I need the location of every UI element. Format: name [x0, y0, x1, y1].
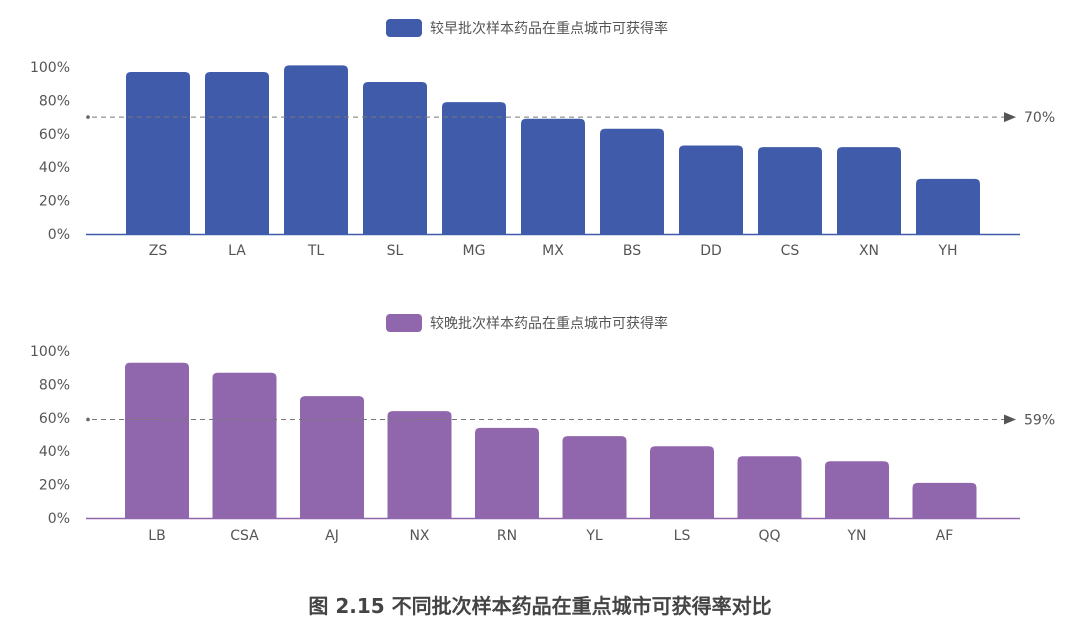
y-tick-label: 100%	[30, 344, 70, 360]
y-tick-label: 60%	[39, 127, 70, 143]
x-tick-label: BS	[623, 243, 641, 259]
x-tick-label: SL	[387, 243, 404, 259]
bar-ls	[650, 446, 714, 518]
x-tick-label: AF	[936, 528, 954, 544]
legend: 较晚批次样本药品在重点城市可获得率	[386, 314, 668, 332]
bar-aj	[300, 396, 364, 518]
y-tick-label: 80%	[39, 93, 70, 109]
legend-swatch	[386, 19, 422, 37]
legend-label: 较早批次样本药品在重点城市可获得率	[430, 20, 668, 37]
figure-caption: 图 2.15 不同批次样本药品在重点城市可获得率对比	[308, 594, 772, 618]
reference-line-start	[86, 115, 90, 119]
bar-af	[912, 482, 977, 518]
legend: 较早批次样本药品在重点城市可获得率	[386, 19, 668, 37]
y-tick-label: 20%	[39, 478, 70, 494]
x-tick-label: LS	[674, 528, 691, 544]
x-tick-label: MX	[542, 243, 564, 259]
reference-line-label: 70%	[1024, 110, 1055, 126]
x-tick-label: XN	[859, 243, 879, 259]
bar-csa	[212, 372, 277, 518]
bar-mx	[521, 118, 585, 234]
reference-line-label: 59%	[1024, 412, 1055, 428]
bar-tl	[284, 65, 348, 234]
y-tick-label: 100%	[30, 60, 70, 76]
bar-bs	[600, 128, 664, 234]
bar-xn	[837, 147, 901, 234]
x-tick-label: QQ	[758, 528, 780, 544]
bar-cs	[758, 147, 822, 234]
y-tick-label: 0%	[48, 227, 70, 243]
chart-top: 较早批次样本药品在重点城市可获得率 0% 20% 40% 60% 80% 100% ZS LA T…	[30, 19, 1055, 259]
bar-la	[205, 72, 269, 234]
bar-mg	[442, 102, 506, 234]
y-tick-label: 0%	[48, 511, 70, 527]
y-tick-label: 80%	[39, 377, 70, 393]
x-tick-label: DD	[700, 243, 722, 259]
bar-yn	[825, 461, 889, 518]
x-tick-label: NX	[409, 528, 429, 544]
bar-zs	[126, 72, 190, 234]
bar-yh	[916, 178, 980, 234]
legend-label: 较晚批次样本药品在重点城市可获得率	[430, 315, 668, 332]
x-tick-label: LA	[228, 243, 246, 259]
x-tick-label: YH	[937, 243, 957, 259]
reference-arrow-icon	[1004, 414, 1016, 425]
y-tick-label: 20%	[39, 194, 70, 210]
bar-rn	[475, 427, 539, 518]
bar-nx	[387, 411, 452, 518]
chart-bottom: 较晚批次样本药品在重点城市可获得率 0% 20% 40% 60% 80% 100% LB CSA…	[30, 314, 1055, 544]
x-tick-label: RN	[497, 528, 517, 544]
y-tick-label: 40%	[39, 444, 70, 460]
bar-lb	[125, 362, 189, 518]
x-tick-label: MG	[463, 243, 486, 259]
reference-line-start	[86, 417, 90, 422]
bar-qq	[737, 456, 802, 518]
x-tick-label: YL	[585, 528, 603, 544]
x-tick-label: YN	[846, 528, 866, 544]
reference-arrow-icon	[1004, 112, 1016, 123]
bar-yl	[562, 436, 627, 518]
x-tick-label: CS	[781, 243, 800, 259]
x-tick-label: ZS	[149, 243, 168, 259]
x-tick-label: TL	[307, 243, 325, 259]
legend-swatch	[386, 314, 422, 332]
bar-dd	[679, 145, 743, 234]
x-tick-label: CSA	[230, 528, 259, 544]
y-tick-label: 40%	[39, 160, 70, 176]
bar-sl	[363, 82, 427, 234]
y-tick-label: 60%	[39, 411, 70, 427]
x-tick-label: LB	[148, 528, 165, 544]
x-tick-label: AJ	[325, 528, 339, 544]
